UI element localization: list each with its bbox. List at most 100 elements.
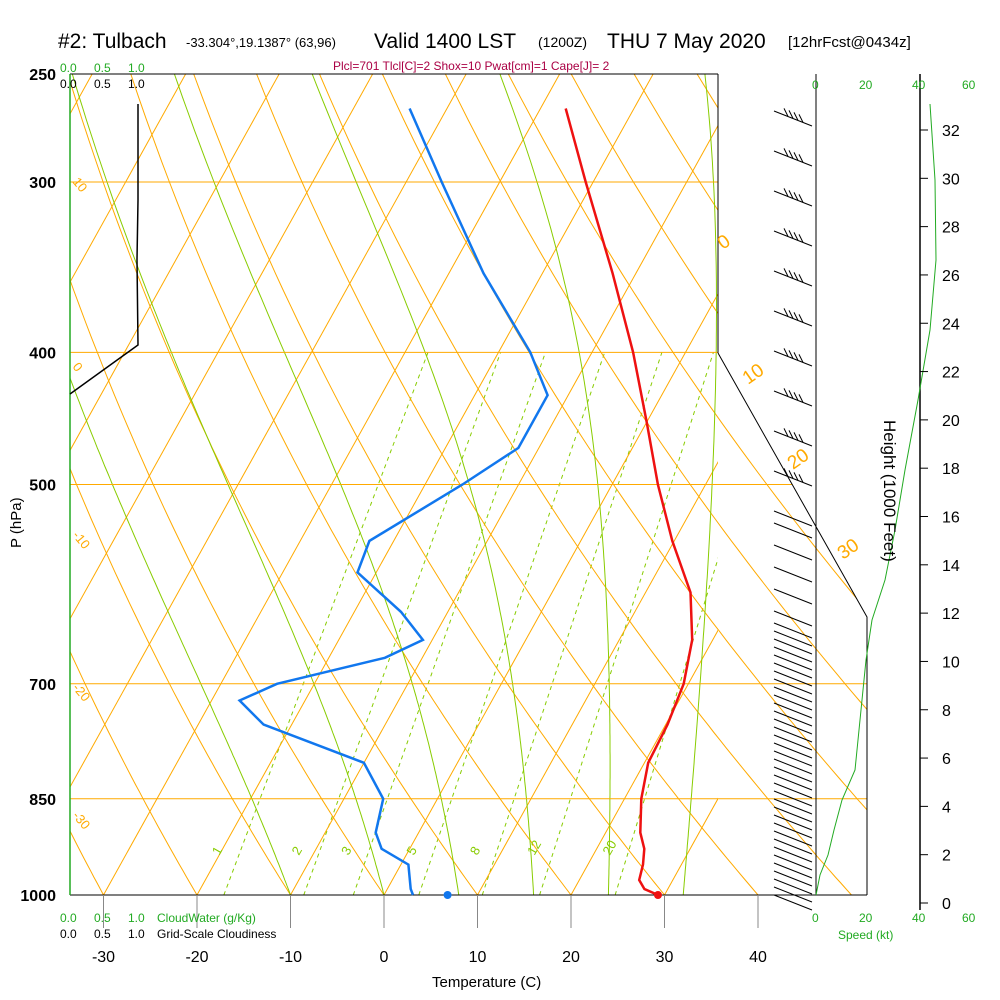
- isotherm-line: [383, 292, 718, 895]
- height-tick-label: 30: [942, 171, 960, 188]
- wind-barb: [773, 654, 813, 671]
- wind-barb-flag: [788, 470, 794, 479]
- temperature-tick-label: -30: [92, 949, 115, 966]
- svg-text:1.0: 1.0: [128, 77, 145, 91]
- svg-text:0.0: 0.0: [60, 61, 77, 75]
- svg-text:0.0: 0.0: [60, 927, 77, 941]
- wind-barb-flag: [783, 228, 789, 237]
- wind-barb: [773, 310, 813, 327]
- wind-barb-flag: [783, 468, 789, 477]
- wind-barb-flag: [798, 474, 804, 483]
- mixing-ratio-label: 1: [209, 844, 226, 858]
- height-tick-label: 26: [942, 268, 960, 285]
- wind-barb: [773, 774, 813, 791]
- svg-text:60: 60: [962, 911, 976, 925]
- cloud-water-scale-bottom: 0.0 0.5 1.0 CloudWater (g/Kg) 0.0 0.5 1.…: [60, 911, 276, 941]
- wind-barb: [773, 838, 813, 855]
- wind-barb: [773, 510, 813, 527]
- wind-barb-flag: [793, 272, 799, 281]
- height-tick-label: 12: [942, 606, 960, 623]
- height-tick-label: 22: [942, 365, 960, 382]
- wind-barb-flag: [783, 428, 789, 437]
- dry-adiabat-line: [0, 50, 25, 924]
- wind-barbs: [773, 108, 813, 911]
- wind-barb-flag: [798, 154, 804, 163]
- wind-barb: [773, 662, 813, 679]
- height-tick-label: 24: [942, 316, 960, 333]
- isotherm-line: [70, 74, 467, 789]
- sounding-parameters: Plcl=701 Tlcl[C]=2 Shox=10 Pwat[cm]=1 Ca…: [333, 59, 610, 73]
- moist-adiabat-line: [311, 74, 535, 895]
- wind-barb: [773, 798, 813, 815]
- wind-barb-flag: [793, 112, 799, 121]
- pressure-tick-label: 400: [29, 345, 56, 362]
- isotherm-line: [289, 124, 718, 895]
- mixing-ratio-line: [481, 352, 663, 895]
- temperature-tick-label: -20: [185, 949, 208, 966]
- wind-barb-flag: [783, 388, 789, 397]
- mixing-ratio-lines: [223, 352, 718, 895]
- isotherm-label: -10: [70, 528, 94, 552]
- height-tick-label: 20: [942, 413, 960, 430]
- isotherm-line: [835, 50, 1000, 924]
- wind-barb-flag: [793, 192, 799, 201]
- speed-scale-bottom: 0 20 40 60 Speed (kt): [812, 911, 976, 942]
- wind-barb: [773, 270, 813, 287]
- wind-barb-flag: [783, 348, 789, 357]
- wind-barb: [773, 726, 813, 743]
- height-tick-label: 4: [942, 799, 951, 816]
- wind-barb: [773, 806, 813, 823]
- wind-barb: [773, 350, 813, 367]
- wind-barb-flag: [793, 472, 799, 481]
- cloudiness-profile-line: [69, 104, 139, 395]
- wind-barb-flag: [783, 108, 789, 117]
- svg-text:1.0: 1.0: [128, 61, 145, 75]
- wind-barb-flag: [793, 312, 799, 321]
- height-tick-label: 16: [942, 510, 960, 527]
- dry-adiabat-line: [70, 74, 215, 895]
- wind-barb: [773, 878, 813, 895]
- pressure-tick-label: 300: [29, 175, 56, 192]
- moist-adiabat-line: [71, 74, 385, 895]
- wind-barb: [773, 544, 813, 561]
- isotherm-line: [196, 74, 654, 895]
- pressure-tick-label: 850: [29, 792, 56, 809]
- isotherm-labels: 100-10-20-30: [70, 174, 94, 832]
- svg-text:0.5: 0.5: [94, 61, 111, 75]
- temperature-tick-label: 10: [469, 949, 487, 966]
- svg-text:20: 20: [859, 78, 873, 92]
- dry-adiabat-line: [70, 74, 500, 895]
- dry-adiabat-label: 10: [739, 360, 768, 389]
- isotherm-lines: [70, 50, 1000, 924]
- wind-barb-flag: [788, 310, 794, 319]
- mixing-ratio-label: 2: [289, 844, 306, 858]
- wind-barb-flag: [788, 350, 794, 359]
- mixing-ratio-label: 3: [338, 844, 355, 858]
- temperature-tick-label: 40: [749, 949, 767, 966]
- wind-barb: [773, 390, 813, 407]
- dry-adiabat-line: [433, 74, 867, 895]
- wind-barb-flag: [783, 308, 789, 317]
- wind-barb: [773, 822, 813, 839]
- svg-text:40: 40: [912, 78, 926, 92]
- wind-barb: [773, 670, 813, 687]
- isotherm-label: 10: [70, 174, 91, 195]
- wind-barb-flag: [798, 234, 804, 243]
- wind-barb: [773, 854, 813, 871]
- svg-text:0.0: 0.0: [60, 911, 77, 925]
- moist-adiabat-line: [70, 376, 292, 895]
- isotherm-line: [476, 461, 718, 895]
- wind-barb-flag: [783, 188, 789, 197]
- svg-text:1.0: 1.0: [128, 911, 145, 925]
- wind-barb: [773, 782, 813, 799]
- dry-adiabat-label: 0: [714, 231, 735, 254]
- wind-barb: [773, 110, 813, 127]
- temperature-axis-ticks: -30 -20 -10 0 10 20 30 40: [92, 895, 767, 966]
- wind-barb: [773, 766, 813, 783]
- wind-barb-flag: [788, 150, 794, 159]
- wind-barb: [773, 830, 813, 847]
- wind-barb-flag: [798, 354, 804, 363]
- mixing-ratio-line: [539, 352, 714, 895]
- moist-adiabat-line: [173, 74, 460, 895]
- isobar-lines: [70, 181, 867, 896]
